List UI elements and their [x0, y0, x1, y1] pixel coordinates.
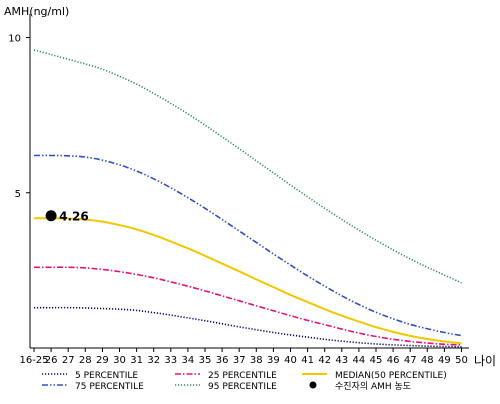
- x-tick-label: 39: [267, 355, 280, 366]
- x-tick-label: 32: [147, 355, 160, 366]
- legend-label-median-50-percentile: MEDIAN(50 PERCENTILE): [335, 371, 447, 381]
- x-tick-label: 44: [353, 355, 366, 366]
- x-tick-label: 37: [233, 355, 246, 366]
- series-line-75-percentile: [33, 154, 462, 337]
- x-tick-label: 29: [96, 355, 109, 366]
- x-tick-label: 40: [284, 355, 297, 366]
- x-tick-label: 30: [113, 355, 126, 366]
- x-axis-label: 나이: [474, 354, 496, 368]
- x-tick-label: 31: [130, 355, 143, 366]
- series-line-5-percentile: [33, 306, 462, 348]
- x-tick-label: 28: [79, 355, 92, 366]
- x-tick-label: 33: [164, 355, 177, 366]
- x-tick-label: 49: [438, 355, 451, 366]
- legend-label-patient-amh: 수진자의 AMH 농도: [335, 381, 411, 392]
- series-line-95-percentile: [33, 49, 462, 284]
- x-tick-label: 48: [421, 355, 434, 366]
- x-tick-label: 46: [387, 355, 400, 366]
- y-tick-label: 5: [15, 189, 21, 200]
- legend-label-75-percentile: 75 PERCENTILE: [75, 382, 144, 392]
- legend-label-5-percentile: 5 PERCENTILE: [75, 371, 138, 381]
- x-tick-label: 42: [318, 355, 331, 366]
- x-tick-label: 26: [45, 355, 58, 366]
- series-line-median-50-percentile: [33, 217, 462, 345]
- x-tick-label: 43: [335, 355, 348, 366]
- x-tick-label: 38: [250, 355, 263, 366]
- patient-amh-point: [45, 210, 57, 222]
- y-tick-label: 10: [8, 34, 21, 45]
- x-tick-label: 41: [301, 355, 314, 366]
- x-tick-label: 34: [182, 355, 195, 366]
- legend-label-95-percentile: 95 PERCENTILE: [208, 382, 277, 392]
- x-tick-label: 27: [62, 355, 75, 366]
- series-line-25-percentile: [33, 266, 462, 346]
- x-tick-label: 47: [404, 355, 417, 366]
- patient-amh-value-label: 4.26: [59, 210, 89, 224]
- x-tick-label: 45: [370, 355, 383, 366]
- x-tick-label: 35: [199, 355, 212, 366]
- x-tick-label: 16-25: [19, 355, 48, 366]
- x-tick-label: 36: [216, 355, 229, 366]
- x-tick-label: 50: [455, 355, 468, 366]
- y-axis-label: AMH(ng/ml): [4, 5, 69, 18]
- legend-swatch-patient-amh: [309, 381, 317, 389]
- legend-label-25-percentile: 25 PERCENTILE: [208, 371, 277, 381]
